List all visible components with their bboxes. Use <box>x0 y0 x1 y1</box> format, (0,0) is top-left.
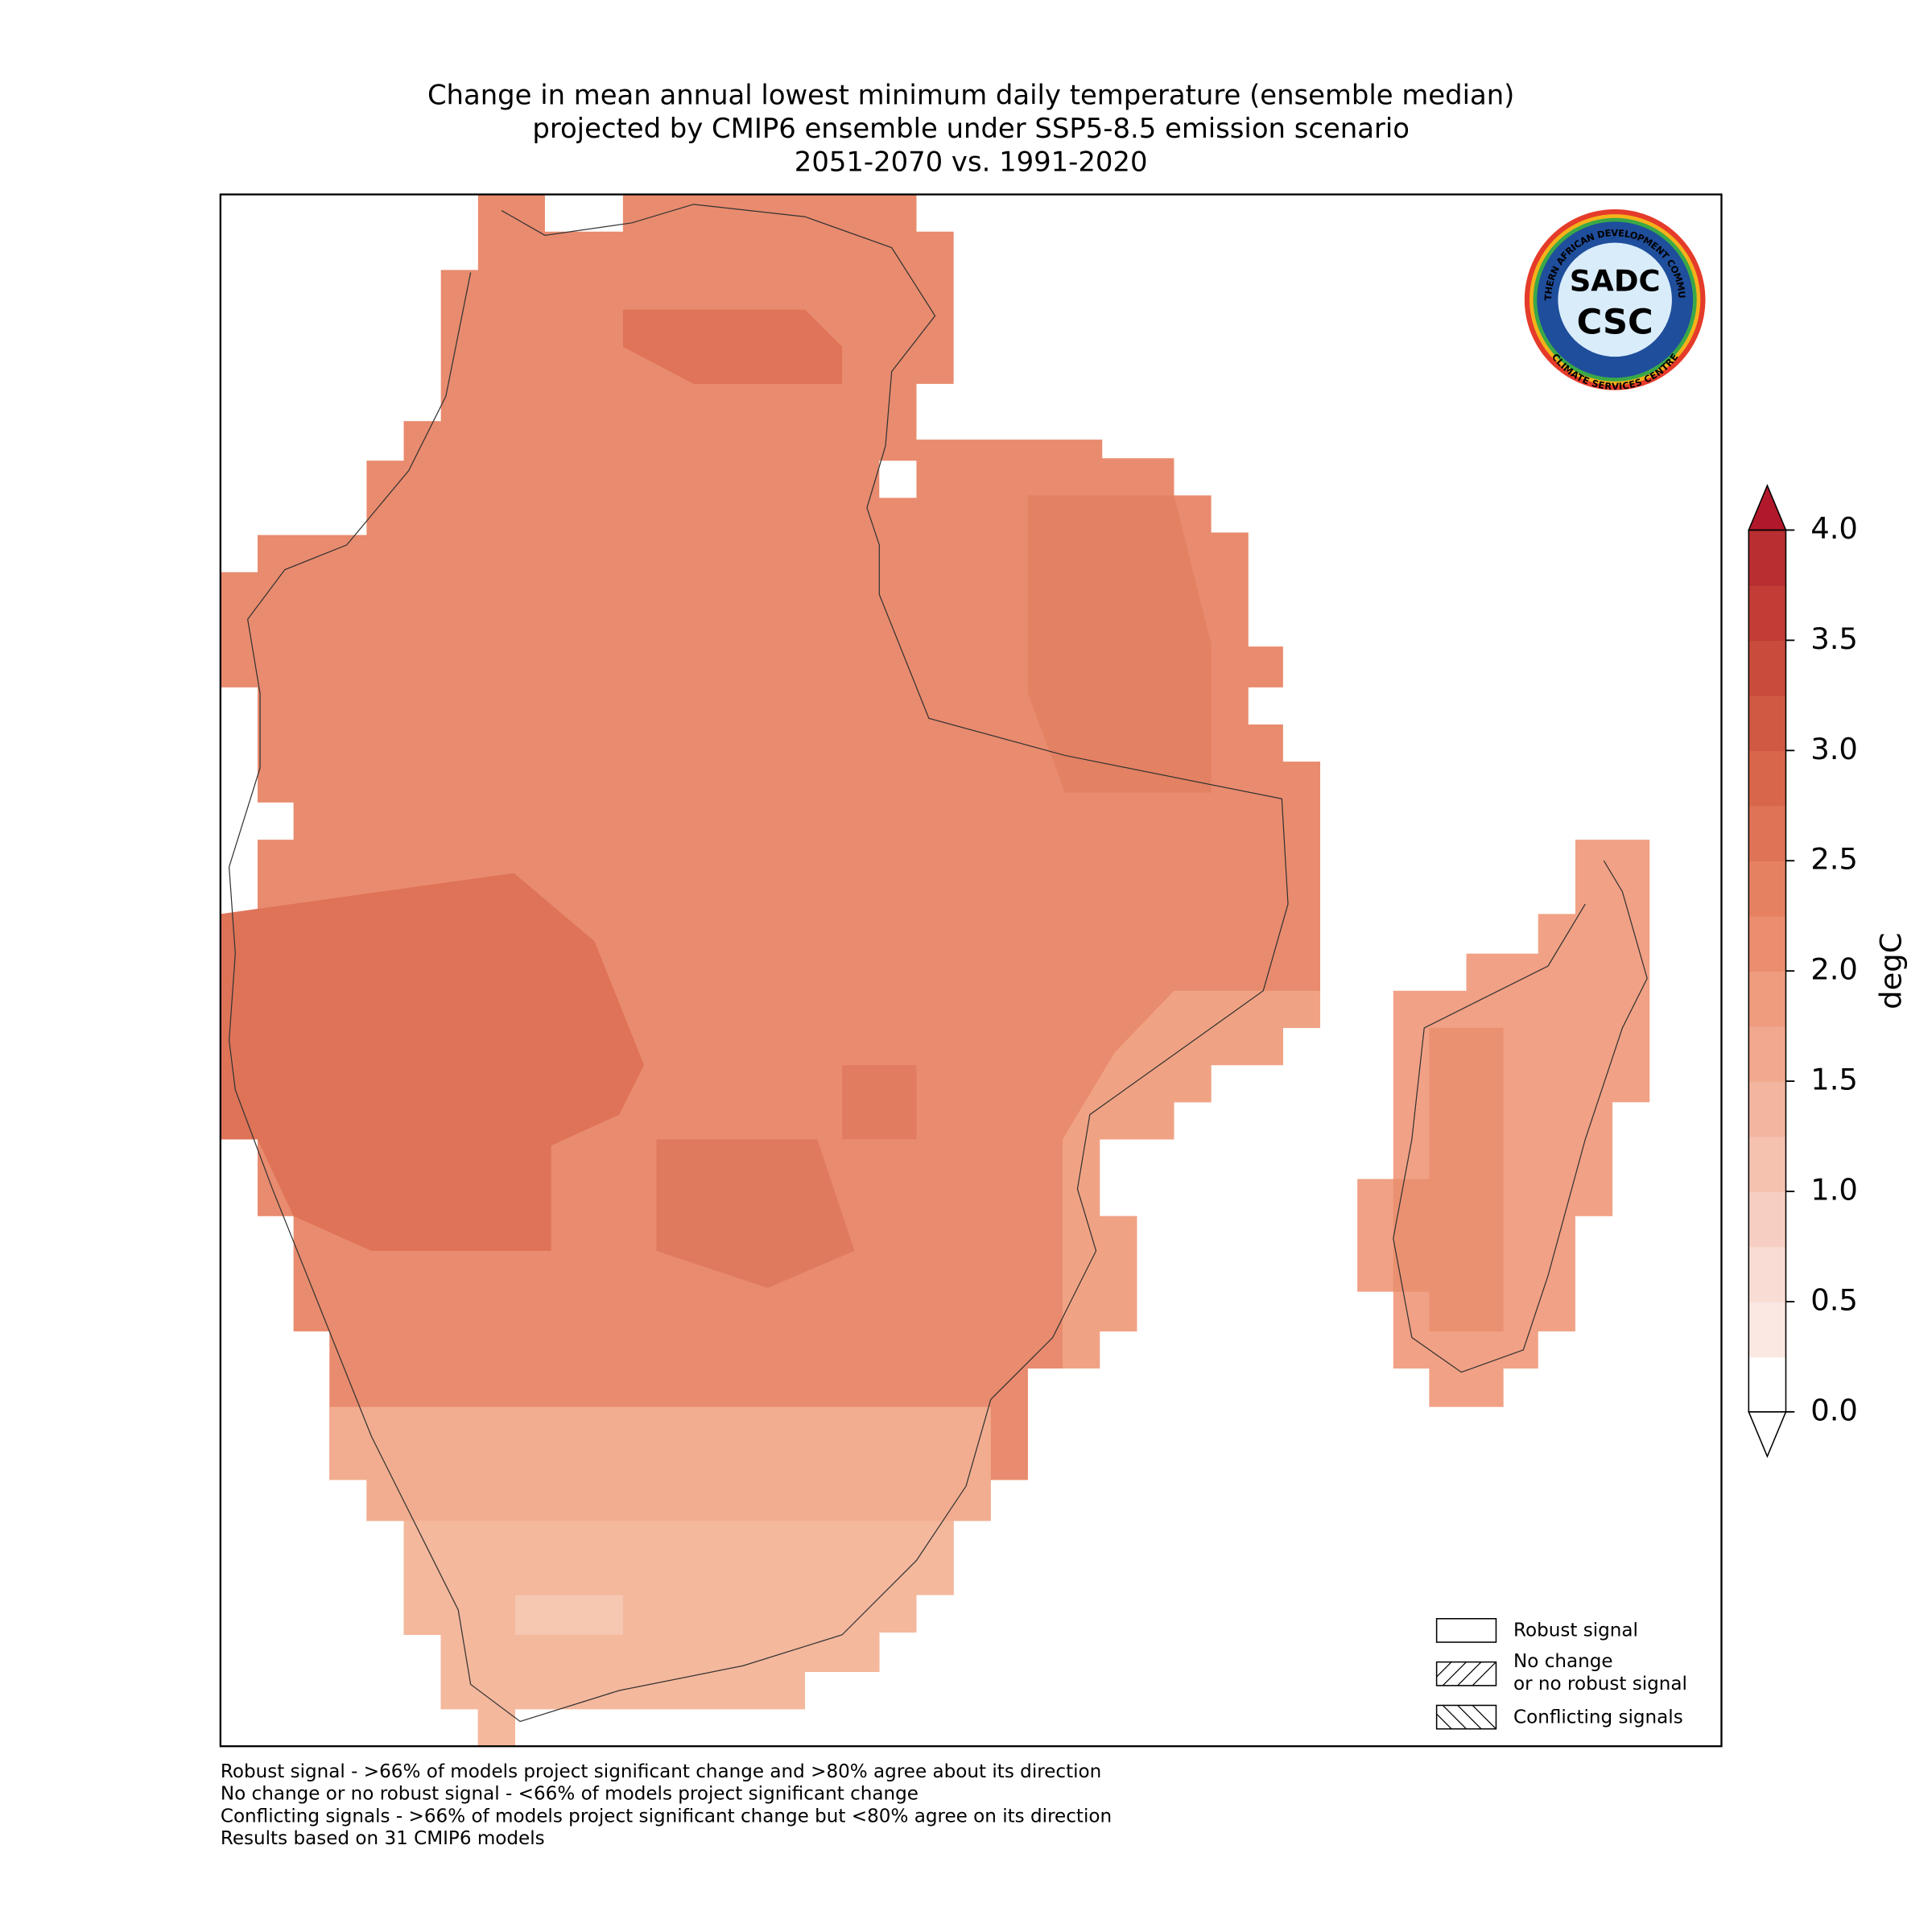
title-line: Change in mean annual lowest minimum dai… <box>427 79 1514 110</box>
colorbar-band <box>1748 805 1786 861</box>
colorbar-band <box>1748 750 1786 807</box>
hatch <box>1436 1705 1496 1730</box>
colorbar-band <box>1748 1081 1786 1137</box>
logo-sub: CSC <box>1577 303 1653 343</box>
warm-region <box>220 873 644 1251</box>
map <box>219 193 1723 1748</box>
legend-label: Robust signal <box>1513 1620 1638 1641</box>
lake <box>879 460 917 498</box>
title-line: projected by CMIP6 ensemble under SSP5-8… <box>532 113 1410 144</box>
footnote: Conflicting signals - >66% of models pro… <box>221 1806 1112 1827</box>
colorbar-tick-label: 2.5 <box>1810 842 1858 877</box>
colorbar-tick-label: 0.0 <box>1810 1393 1858 1427</box>
colorbar-tick-label: 1.0 <box>1810 1173 1858 1208</box>
colorbar-tick-label: 3.0 <box>1810 732 1858 766</box>
colorbar-tick-label: 3.5 <box>1810 621 1858 656</box>
colorbar-band <box>1748 1301 1786 1358</box>
colorbar-tick-label: 4.0 <box>1810 511 1858 546</box>
legend-label: or no robust signal <box>1513 1674 1687 1695</box>
hatch <box>1436 1662 1496 1686</box>
cool-region <box>515 1595 623 1635</box>
colorbar-tick-label: 0.5 <box>1810 1282 1858 1317</box>
colorbar-band <box>1748 695 1786 752</box>
colorbar-band <box>1748 1356 1786 1413</box>
logo-core <box>1558 242 1672 357</box>
title-line: 2051-2070 vs. 1991-2020 <box>795 147 1148 178</box>
legend-label: Conflicting signals <box>1513 1707 1683 1728</box>
colorbar-band <box>1748 584 1786 642</box>
footnote: No change or no robust signal - <66% of … <box>221 1784 919 1805</box>
colorbar-label: degC <box>1873 932 1908 1009</box>
colorbar-band <box>1748 971 1786 1027</box>
warm-region <box>842 1065 917 1140</box>
colorbar-band <box>1748 1246 1786 1302</box>
colorbar-band <box>1748 1026 1786 1082</box>
colorbar-extend-bottom <box>1748 1411 1787 1459</box>
colorbar-band <box>1748 640 1786 696</box>
coastline <box>228 204 1289 1723</box>
colorbar-tick-label: 1.5 <box>1810 1063 1858 1097</box>
colorbar-band <box>1748 1136 1786 1192</box>
warm-region <box>622 309 843 384</box>
logo-mark: SADC <box>1570 263 1661 298</box>
title: Change in mean annual lowest minimum dai… <box>427 79 1514 177</box>
legend-label: No change <box>1513 1651 1613 1672</box>
legend-swatch <box>1435 1661 1497 1686</box>
footnote: Results based on 31 CMIP6 models <box>221 1828 545 1849</box>
map-frame <box>219 193 1723 1748</box>
legend-swatch <box>1435 1618 1497 1643</box>
madagascar-west <box>1393 1027 1504 1331</box>
colorbar-frame <box>1748 529 1787 1413</box>
footnote: Robust signal - >66% of models project s… <box>221 1761 1101 1782</box>
legend-swatch <box>1435 1704 1497 1730</box>
colorbar-band <box>1748 1191 1786 1248</box>
warm-region <box>656 1139 855 1288</box>
legend: Robust signal No change or no robust sig… <box>1435 1618 1687 1730</box>
colorbar-band <box>1748 861 1786 917</box>
cool-region <box>1063 990 1320 1368</box>
footnotes: Robust signal - >66% of models project s… <box>221 1761 1112 1849</box>
coastline <box>1393 860 1648 1373</box>
colorbar-band <box>1748 530 1786 586</box>
cool-region <box>403 1521 954 1747</box>
colorbar-tick-label: 2.0 <box>1810 952 1858 987</box>
colorbar: 0.0 0.5 1.0 1.5 2.0 2.5 3.0 3.5 4.0 <box>1748 484 1858 1459</box>
colorbar-extend-top <box>1748 484 1787 531</box>
warm-region <box>1027 495 1212 793</box>
colorbar-band <box>1748 915 1786 972</box>
